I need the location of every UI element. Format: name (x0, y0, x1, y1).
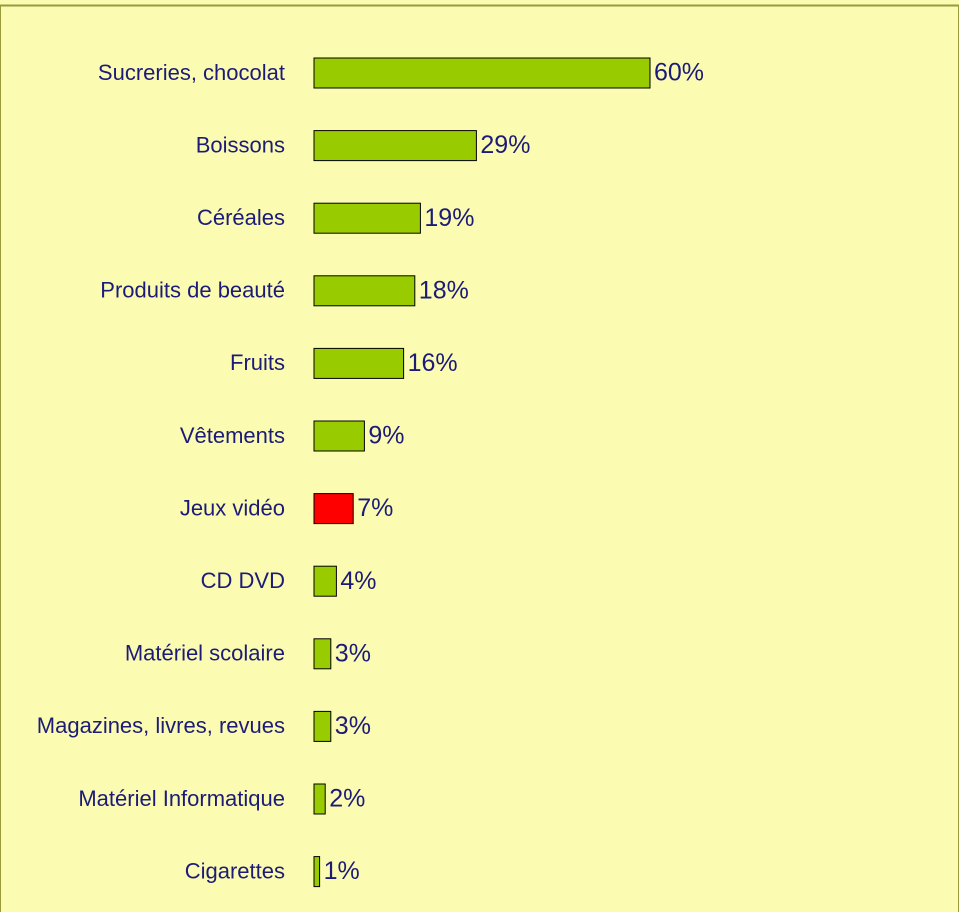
value-label: 3% (335, 639, 371, 667)
value-label: 60% (654, 59, 704, 87)
bar (313, 275, 416, 307)
value-label: 1% (324, 857, 360, 885)
category-label: Boissons (196, 132, 285, 157)
value-label: 29% (480, 131, 530, 159)
category-label: Matériel scolaire (125, 641, 285, 666)
category-label: Fruits (230, 350, 285, 375)
value-label: 9% (368, 422, 404, 450)
bar (313, 783, 326, 815)
category-label: Sucreries, chocolat (98, 60, 285, 85)
category-label: Jeux vidéo (180, 495, 285, 520)
value-label: 4% (340, 567, 376, 595)
bar (313, 57, 651, 89)
bar (313, 638, 332, 670)
value-label: 18% (419, 276, 469, 304)
bar (313, 710, 332, 742)
category-label: Magazines, livres, revues (37, 713, 285, 738)
value-label: 3% (335, 712, 371, 740)
category-label: Matériel Informatique (78, 786, 285, 811)
category-label: Céréales (197, 205, 285, 230)
category-label: Produits de beauté (100, 278, 285, 303)
category-label: Vêtements (180, 423, 285, 448)
value-label: 7% (357, 494, 393, 522)
value-label: 2% (329, 785, 365, 813)
bar (313, 856, 321, 888)
value-label: 16% (408, 349, 458, 377)
bar (313, 202, 421, 234)
bar (313, 493, 354, 525)
bar (313, 347, 405, 379)
bar (313, 565, 337, 597)
bar (313, 420, 365, 452)
bar (313, 130, 477, 162)
category-label: CD DVD (201, 568, 285, 593)
value-label: 19% (424, 204, 474, 232)
category-label: Cigarettes (185, 858, 285, 883)
